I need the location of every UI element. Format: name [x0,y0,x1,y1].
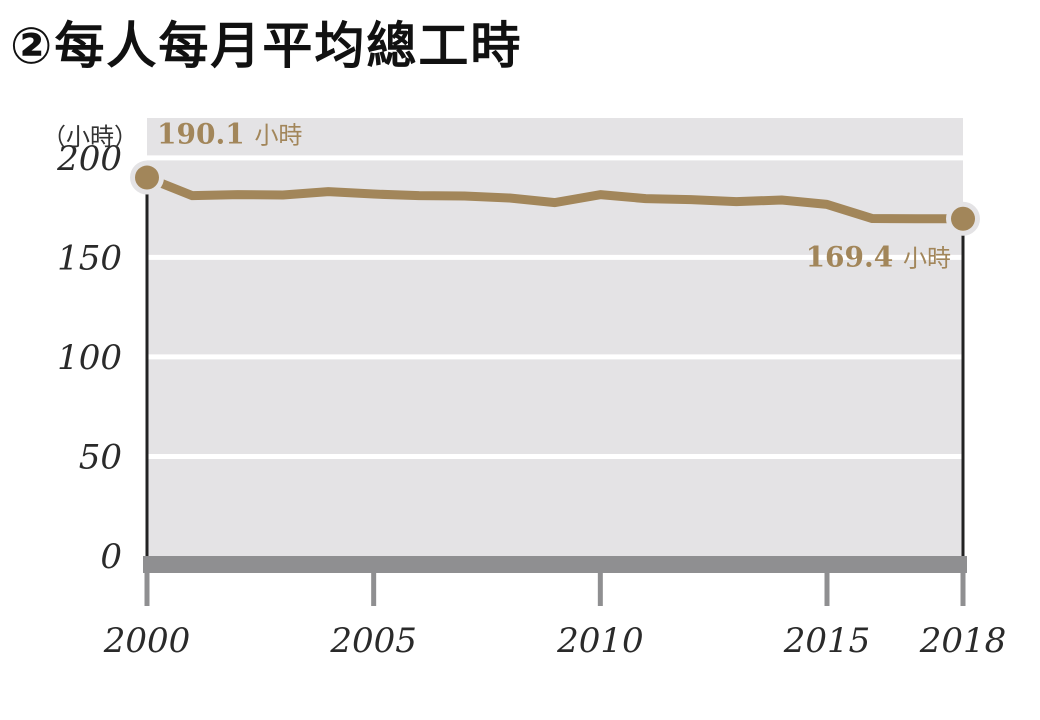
x-tick-2005 [371,573,377,606]
x-tick-2015 [824,573,830,606]
y-tick-label-100: 100 [57,338,122,378]
data-label-2018: 169.4 小時 [806,241,951,274]
data-label-value-2000: 190.1 [157,118,254,151]
gridlines [147,155,963,459]
x-tick-label-2018: 2018 [919,621,1007,661]
y-tick-label-0: 0 [100,537,122,577]
endpoint-marker-2018 [951,206,975,231]
chart-title: ②每人每月平均總工時 [10,17,523,75]
y-unit-label: （小時） [42,123,138,151]
endpoint-marker-2000 [135,165,159,190]
x-tick-2010 [597,573,603,606]
x-axis-bar [143,556,967,573]
y-tick-label-150: 150 [57,238,122,278]
data-label-2000: 190.1 小時 [157,118,302,151]
y-tick-label-200: 200 [56,139,122,179]
data-label-value-2018: 169.4 [806,241,903,274]
x-tick-2018 [960,573,966,606]
series-line-layer [130,160,980,236]
x-tick-2000 [144,573,150,606]
x-tick-label-2005: 2005 [329,621,417,661]
x-tick-label-2015: 2015 [783,621,871,661]
x-tick-label-2000: 2000 [103,621,191,661]
axes: 2000 2005 2010 2015 2018 0 50 100 150 200（小時） [42,123,1006,661]
x-tick-label-2010: 2010 [556,621,644,661]
data-label-unit-2000: 小時 [254,122,302,150]
data-label-unit-2018: 小時 [903,245,951,273]
plot-background [147,118,963,556]
series-line-0 [142,173,968,224]
y-tick-label-50: 50 [79,437,122,477]
